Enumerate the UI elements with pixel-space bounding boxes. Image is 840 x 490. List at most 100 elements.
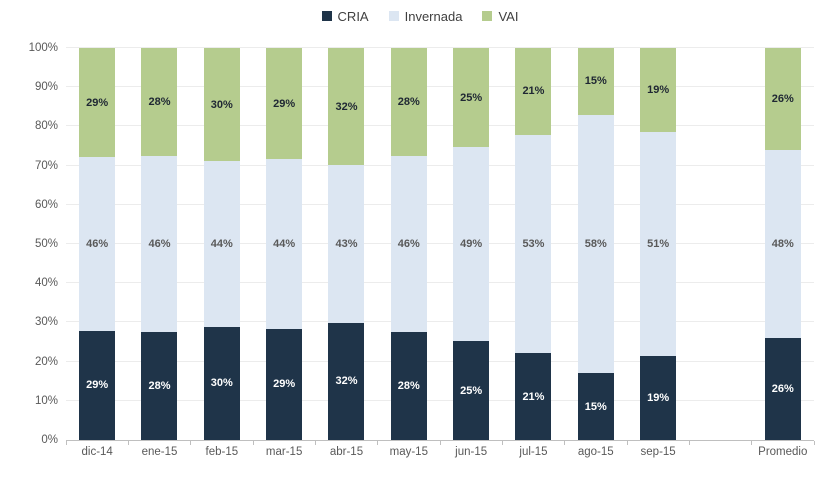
x-axis-tick-label: abr-15 <box>329 446 364 458</box>
bar-segment-invernada: 46% <box>141 155 178 333</box>
category-slot: 29% 46% 29% <box>66 48 128 440</box>
segment-value-label: 28% <box>397 380 420 393</box>
gridline <box>66 164 814 166</box>
bar-segment-vai: 28% <box>390 48 427 156</box>
x-axis-tick-label: ene-15 <box>141 446 178 458</box>
category-slot: 28% 46% 28% <box>378 48 440 440</box>
bar-segment-cria: 30% <box>203 326 240 440</box>
stacked-bar-may-15: 28% 46% 28% <box>390 48 427 440</box>
stacked-bar-mar-15: 29% 44% 29% <box>266 48 303 440</box>
x-axis-tick-label: dic-14 <box>81 446 113 458</box>
bar-segment-cria: 28% <box>141 332 178 440</box>
x-axis-tick <box>377 441 379 445</box>
y-axis-tick-label: 70% <box>34 159 58 172</box>
bar-segment-invernada: 58% <box>577 114 614 374</box>
legend-swatch-icon <box>482 11 493 21</box>
gridline <box>66 399 814 401</box>
x-axis-tick-label: jun-15 <box>455 446 488 458</box>
segment-value-label: 28% <box>397 95 420 108</box>
x-axis-tick-label: may-15 <box>389 446 428 458</box>
stacked-bar-Promedio: 26% 48% 26% <box>764 48 801 440</box>
x-axis-tick-label: ago-15 <box>577 446 614 458</box>
x-axis-tick <box>813 441 815 445</box>
chart-legend: CRIA Invernada VAI <box>0 6 840 26</box>
bar-segment-invernada: 49% <box>453 147 490 342</box>
segment-value-label: 25% <box>460 91 483 104</box>
category-slot <box>689 48 751 440</box>
x-axis-tick <box>190 441 192 445</box>
y-axis-tick-label: 40% <box>34 277 58 290</box>
category-slot: 32% 43% 32% <box>315 48 377 440</box>
segment-value-label: 44% <box>210 238 233 251</box>
segment-value-label: 29% <box>273 97 296 110</box>
bar-segment-vai: 30% <box>203 48 240 162</box>
x-axis-tick <box>688 441 690 445</box>
bar-segment-invernada: 46% <box>390 155 427 333</box>
bar-segment-invernada: 43% <box>328 165 365 323</box>
gridline <box>66 282 814 284</box>
stacked-bar-jul-15: 21% 53% 21% <box>515 48 552 440</box>
y-axis-tick-label: 50% <box>34 238 58 250</box>
x-axis-tick <box>751 441 753 445</box>
y-axis-tick-label: 30% <box>34 316 58 329</box>
x-axis-tick <box>626 441 628 445</box>
segment-value-label: 21% <box>522 85 545 98</box>
plot-area: 29% 46% 29% 28% 46% 28% 30% 44% 30% 29% 44% 29% 32% 4… <box>65 47 815 445</box>
bar-segment-vai: 28% <box>141 48 178 156</box>
segment-value-label: 29% <box>273 378 296 391</box>
bar-segment-cria: 21% <box>515 353 552 440</box>
bar-segment-cria: 19% <box>640 356 677 440</box>
segment-value-label: 32% <box>335 375 358 388</box>
category-slot: 15% 58% 15% <box>565 48 627 440</box>
category-slot: 19% 51% 19% <box>627 48 689 440</box>
x-axis-tick-labels: dic-14 ene-15 feb-15 mar-15 abr-15 may-15 jun-… <box>66 446 814 458</box>
x-axis-tick-label <box>689 446 751 458</box>
x-axis-line <box>66 440 814 441</box>
x-axis-tick-label: sep-15 <box>640 446 676 458</box>
legend-swatch-icon <box>388 11 399 21</box>
x-axis-tick <box>252 441 254 445</box>
segment-value-label: 19% <box>647 392 670 405</box>
segment-value-label: 29% <box>86 379 109 392</box>
stacked-bar-dic-14: 29% 46% 29% <box>79 48 116 440</box>
legend-swatch-icon <box>321 11 332 21</box>
stacked-bar-ago-15: 15% 58% 15% <box>577 48 614 440</box>
bar-segment-invernada: 44% <box>203 161 240 327</box>
legend-item-vai: VAI <box>482 9 518 24</box>
bar-segment-vai: 15% <box>577 48 614 115</box>
segment-value-label: 19% <box>647 83 670 96</box>
gridline <box>66 203 814 205</box>
y-axis-tick-label: 20% <box>34 355 58 368</box>
y-axis-tick-labels: 0% 10% 20% 30% 40% 50% 60% 70% 80% 90% 100% <box>0 42 58 446</box>
segment-value-label: 15% <box>584 400 607 413</box>
bar-segment-invernada: 48% <box>764 149 801 339</box>
segment-value-label: 30% <box>210 98 233 111</box>
segment-value-label: 43% <box>335 238 358 251</box>
bar-segment-invernada: 51% <box>640 131 677 357</box>
gridline <box>66 86 814 88</box>
segment-value-label: 46% <box>148 238 171 251</box>
x-axis-tick <box>564 441 566 445</box>
segment-value-label: 28% <box>148 380 171 393</box>
gridline <box>66 321 814 323</box>
category-slot: 25% 49% 25% <box>440 48 502 440</box>
segment-value-label: 32% <box>335 100 358 113</box>
stacked-bar-jun-15: 25% 49% 25% <box>453 48 490 440</box>
legend-label: Invernada <box>404 8 463 24</box>
x-axis-tick <box>127 441 129 445</box>
y-axis-tick-label: 80% <box>34 120 58 133</box>
bar-segment-vai: 32% <box>328 48 365 166</box>
legend-item-invernada: Invernada <box>388 8 463 24</box>
stacked-bar-feb-15: 30% 44% 30% <box>203 48 240 440</box>
category-slot: 28% 46% 28% <box>128 48 190 440</box>
x-axis-tick-label: Promedio <box>758 446 808 458</box>
segment-value-label: 48% <box>771 238 794 251</box>
legend-label: VAI <box>498 8 519 24</box>
bar-segment-vai: 21% <box>515 48 552 135</box>
x-axis-tick <box>501 441 503 445</box>
legend-label: CRIA <box>337 8 369 24</box>
segment-value-label: 46% <box>397 238 420 251</box>
segment-value-label: 21% <box>522 390 545 403</box>
segment-value-label: 28% <box>148 95 171 108</box>
gridline <box>66 360 814 362</box>
